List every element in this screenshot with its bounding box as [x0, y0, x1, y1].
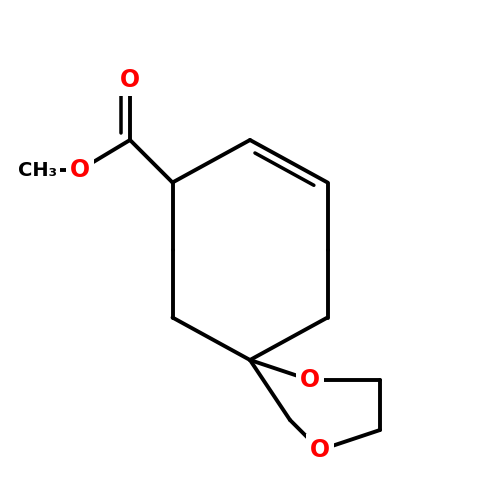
Text: CH₃: CH₃: [18, 160, 57, 180]
Text: O: O: [120, 68, 140, 92]
Text: O: O: [70, 158, 90, 182]
Text: O: O: [300, 368, 320, 392]
Text: O: O: [310, 438, 330, 462]
